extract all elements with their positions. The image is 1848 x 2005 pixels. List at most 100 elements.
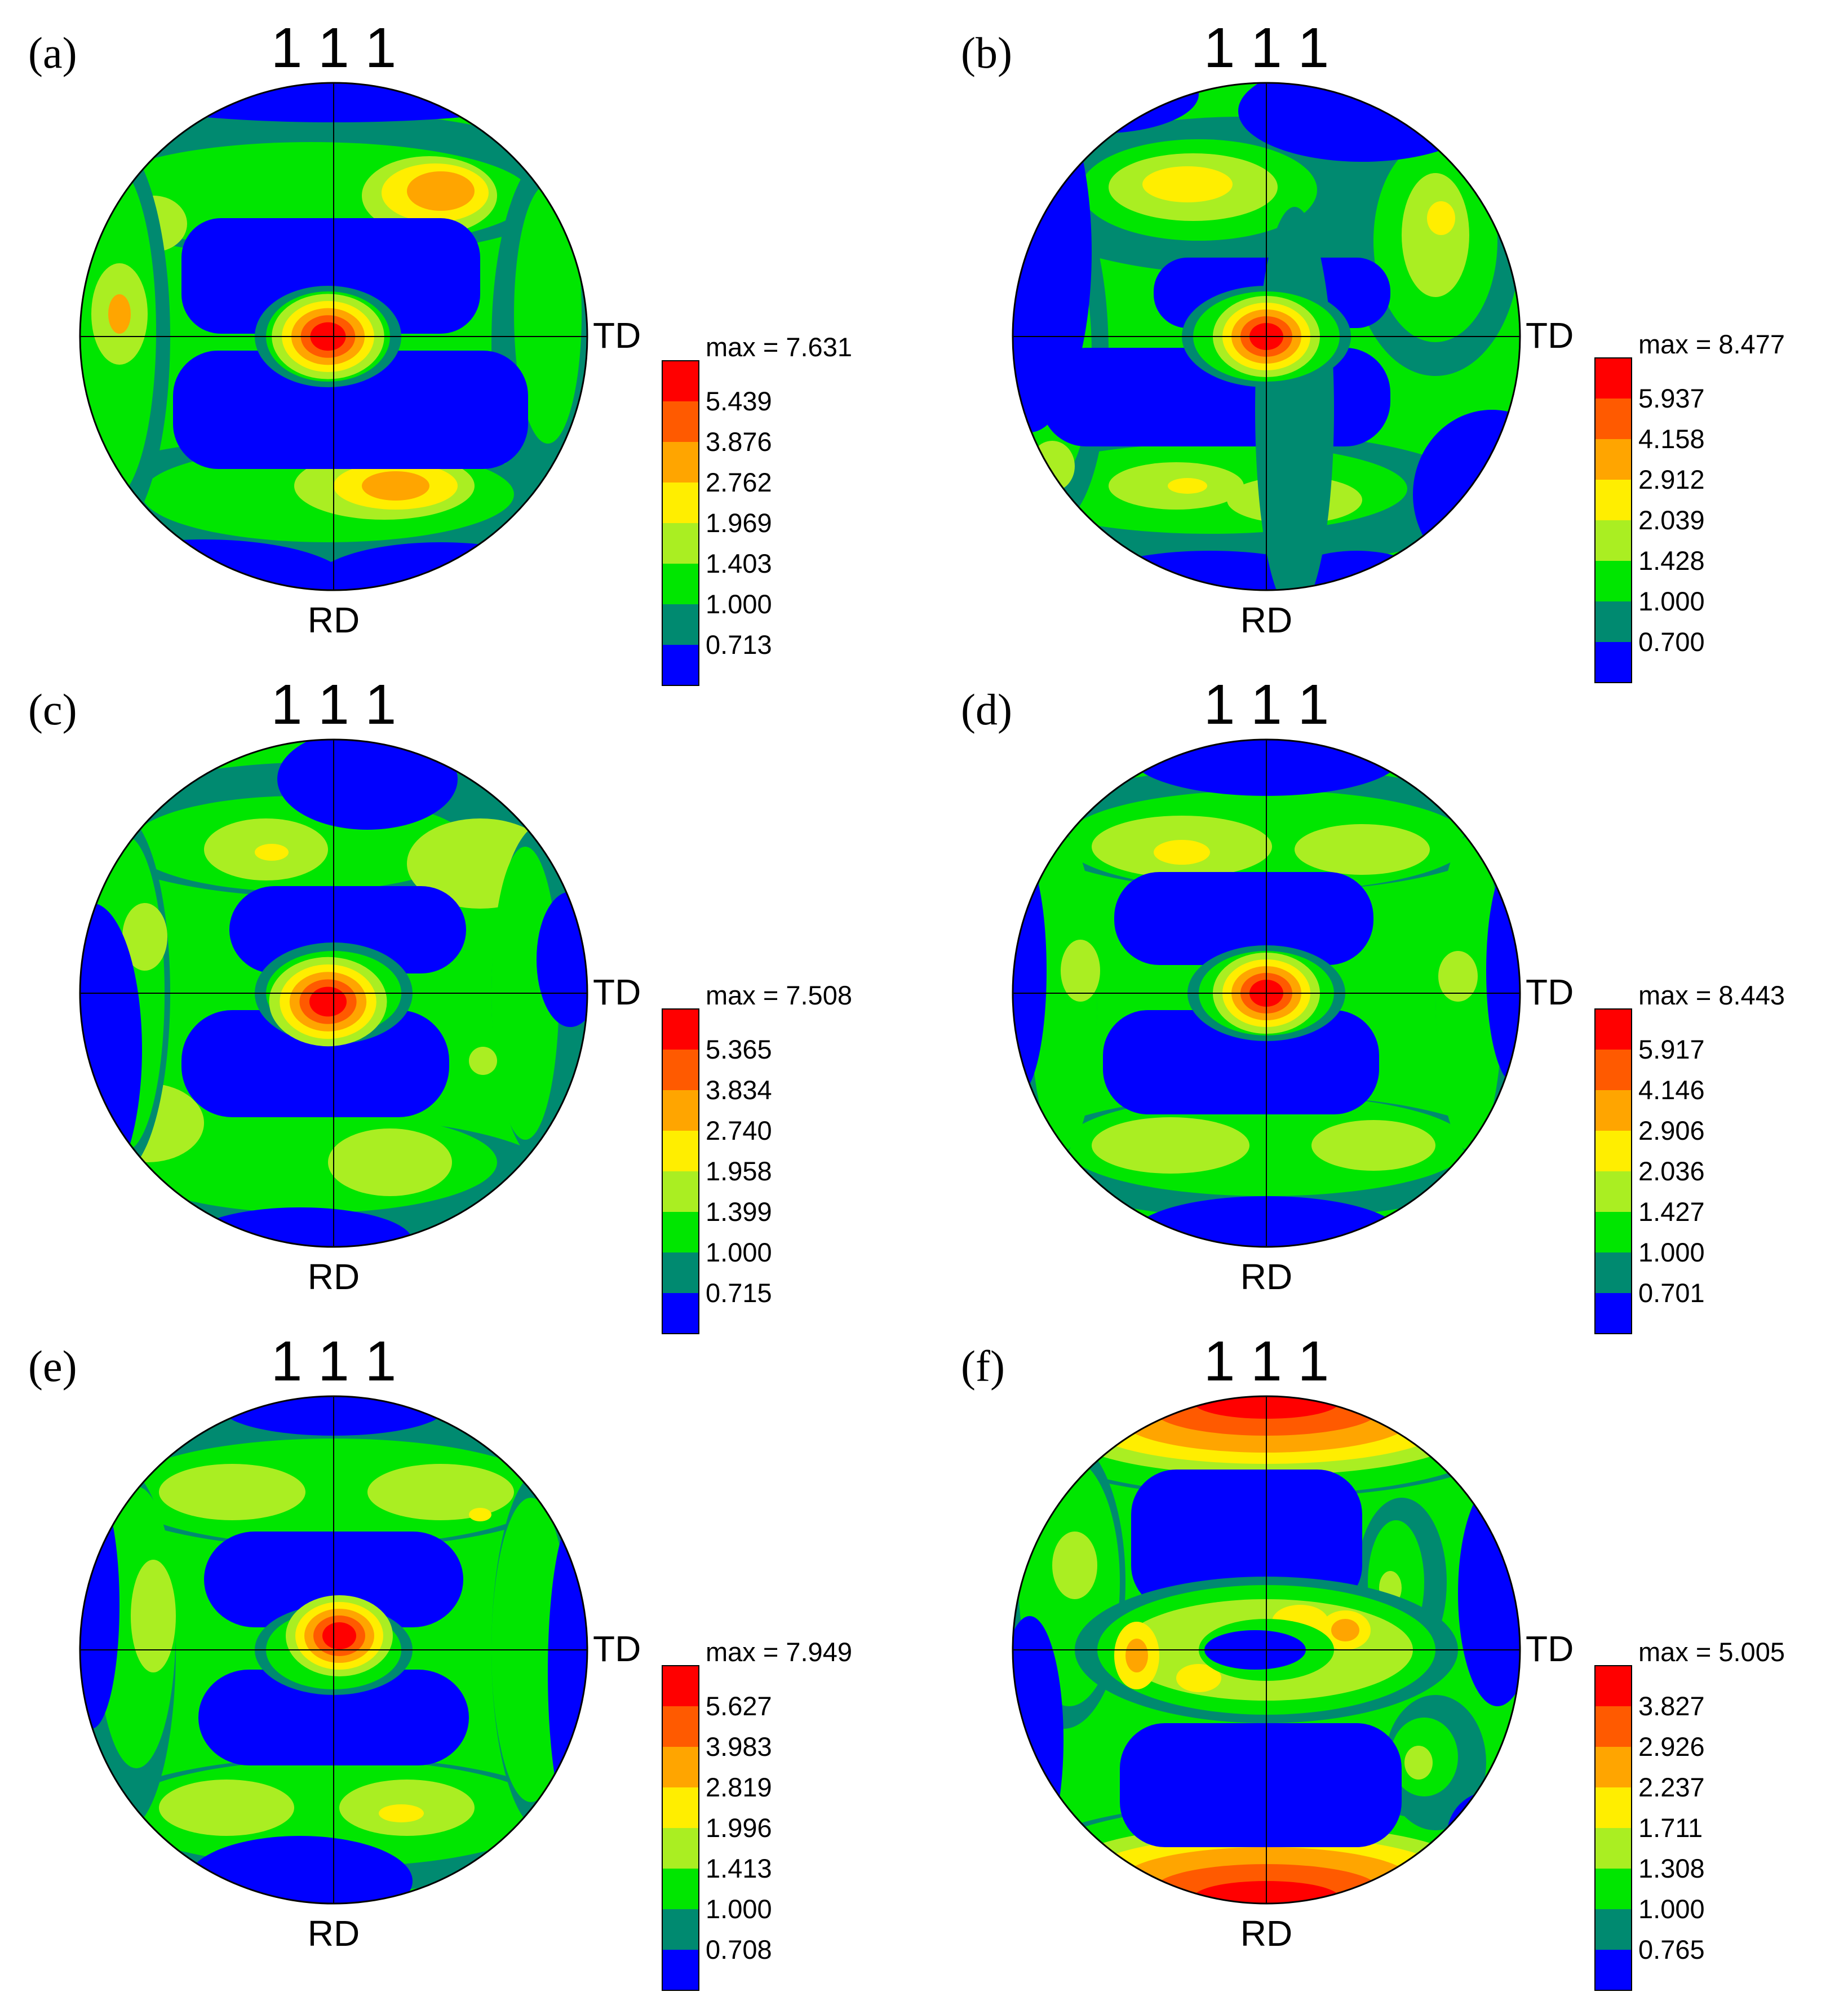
td-label: TD [593,315,641,356]
contour-region [173,351,528,469]
legend-swatch [662,483,699,523]
contour-legend: max = 5.005 3.827 2.926 2.237 1.711 1.308 1.00… [1594,1637,1785,1991]
legend-swatch [662,1212,699,1252]
pole-figure-panel-e: (e) 1 1 1 TD RD max = 7.949 5.627 3.983 2.819 1.… [28,1330,852,1991]
contour-region [1142,166,1233,202]
contour-region [1331,1619,1359,1641]
legend-max-value: max = 8.443 [1638,980,1785,1010]
disk-outline [1012,1395,1521,1905]
contour-region [1103,1010,1379,1114]
disk-outline [79,82,588,591]
legend-swatch [1595,1050,1632,1090]
legend-frame [662,1665,699,1991]
legend-level-value: 1.308 [1638,1853,1705,1883]
legend-level-value: 5.365 [706,1034,772,1064]
contour-region [1438,951,1478,1002]
legend-swatch [1595,1131,1632,1171]
plane-title: 1 1 1 [1204,1330,1329,1393]
contour-region [1013,847,1047,1095]
contour-region [1131,1470,1362,1610]
legend-frame [662,1008,699,1334]
legend-max-value: max = 7.949 [706,1637,852,1667]
contour-region [548,1515,587,1830]
legend-swatch [662,1009,699,1050]
contour-region [379,1804,424,1822]
legend-level-value: 1.996 [706,1813,772,1843]
legend-swatch [1595,358,1632,399]
legend-level-value: 3.827 [1638,1691,1705,1721]
contour-region [277,740,458,830]
legend-level-value: 2.237 [1638,1772,1705,1802]
legend-level-value: 5.937 [1638,383,1705,413]
contour-region [122,903,167,971]
rd-label: RD [308,1913,360,1954]
contour-region [1154,840,1210,865]
contour-region [1427,201,1455,235]
legend-swatch [1595,520,1632,561]
legend-swatch [662,1666,699,1706]
td-label: TD [1526,315,1574,356]
legend-swatch [662,361,699,401]
contour-legend: max = 8.477 5.937 4.158 2.912 2.039 1.428 1.00… [1594,329,1785,683]
legend-level-value: 2.819 [706,1772,772,1802]
legend-level-value: 3.834 [706,1075,772,1105]
contour-region [1486,858,1520,1083]
legend-swatch [662,401,699,442]
rd-label: RD [1240,1913,1292,1954]
legend-level-value: 0.700 [1638,627,1705,657]
legend-swatch [662,1090,699,1131]
legend-swatch [1595,1787,1632,1828]
contour-region [1311,1120,1435,1171]
legend-level-value: 2.912 [1638,464,1705,494]
legend-level-value: 4.158 [1638,424,1705,454]
plane-title: 1 1 1 [271,16,396,79]
contour-region [1061,940,1100,1002]
td-label: TD [593,972,641,1012]
legend-swatch [1595,1293,1632,1334]
contour-region [187,1207,413,1247]
legend-level-value: 1.958 [706,1156,772,1186]
legend-frame [662,360,699,686]
contour-legend: max = 7.631 5.439 3.876 2.762 1.969 1.403 1.00… [662,332,852,686]
disk-outline [1012,82,1521,591]
legend-level-value: 1.428 [1638,546,1705,576]
contour-region [80,539,351,590]
panel-label: (d) [961,685,1012,734]
legend-max-value: max = 7.508 [706,980,852,1010]
legend-level-value: 0.708 [706,1935,772,1964]
contour-legend: max = 7.508 5.365 3.834 2.740 1.958 1.399 1.00… [662,980,852,1334]
contour-region [328,1128,452,1196]
legend-level-value: 0.713 [706,630,772,660]
legend-swatch [1595,1252,1632,1293]
legend-level-value: 1.969 [706,508,772,538]
panel-label: (b) [961,28,1012,77]
contour-region [159,1464,305,1520]
panel-label: (e) [28,1342,77,1391]
legend-level-value: 3.876 [706,427,772,457]
legend-swatch [1595,1666,1632,1706]
legend-level-value: 5.439 [706,386,772,416]
legend-swatch [1595,1828,1632,1869]
disk-outline [79,738,588,1248]
panel-label: (a) [28,28,77,77]
pole-figure-disk [1012,82,1521,591]
legend-level-value: 5.917 [1638,1034,1705,1064]
contour-map [80,1396,587,1904]
legend-swatch [1595,601,1632,642]
legend-swatch [1595,1869,1632,1909]
pole-figure-panel-c: (c) 1 1 1 TD RD max = 7.508 5.365 3.834 2.740 1.… [28,673,852,1334]
contour-region [80,1481,119,1729]
contour-region [187,1836,413,1904]
panel-label: (f) [961,1342,1005,1391]
legend-level-value: 1.000 [1638,1894,1705,1924]
pole-figure-panel-f: (f) 1 1 1 TD RD max = 5.005 3.827 2.926 2.237 1.… [961,1330,1785,1991]
contour-region [1092,1117,1249,1174]
contour-region [131,1560,176,1672]
contour-region [469,1508,491,1521]
legend-level-value: 0.765 [1638,1935,1705,1964]
td-label: TD [1526,972,1574,1012]
contour-region [1168,478,1207,494]
plane-title: 1 1 1 [1204,16,1329,79]
pole-figure-panel-a: (a) 1 1 1 TD RD max = 7.631 5.439 3.876 2.762 1.… [28,16,852,686]
